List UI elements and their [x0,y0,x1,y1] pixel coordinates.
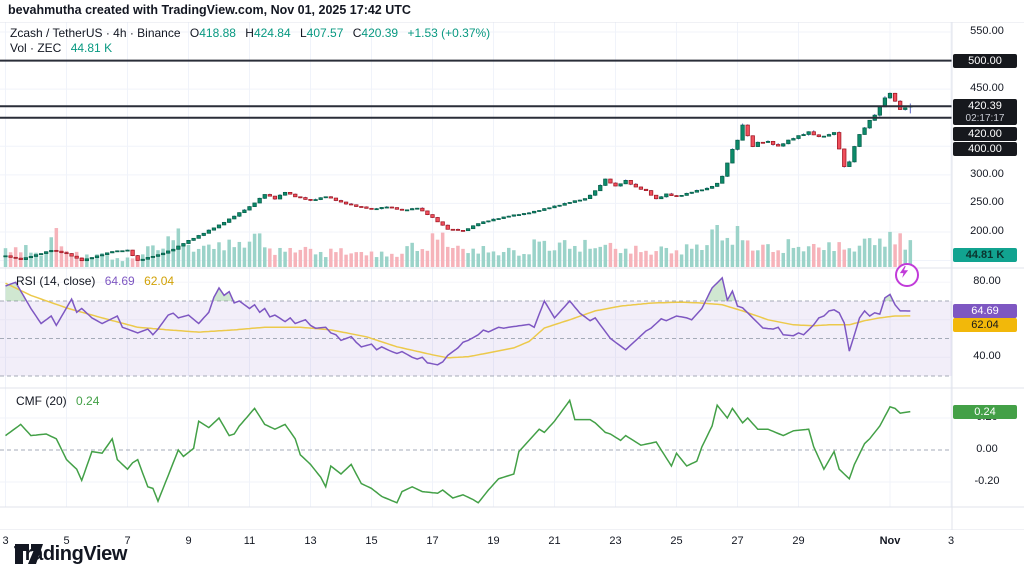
boost-flash-button[interactable] [895,263,919,287]
time-axis-label: 17 [426,535,439,547]
volume-value-badge: 44.81 K [953,248,1017,262]
cmf-value-badge: 0.24 [953,404,1017,419]
time-axis-label: 15 [365,535,378,547]
time-axis-label: 21 [548,535,561,547]
price-axis-label: 550.00 [970,25,1004,37]
time-axis-label: 25 [670,535,683,547]
price-axis-label: 200.00 [970,224,1004,237]
time-axis-label: 5 [63,535,70,547]
price-axis-label: 250.00 [970,196,1004,209]
chart-area[interactable]: Zcash / TetherUS · 4h · Binance O418.88 … [0,22,1024,547]
ohlc-change-value: +1.53 (+0.37%) [407,26,491,40]
lightning-icon [899,266,909,278]
rsi-axis-label: 80.00 [973,275,1001,288]
price-axis-label: 450.00 [970,82,1004,95]
symbol-title[interactable]: Zcash / TetherUS · 4h · Binance [10,26,181,40]
time-axis-label: 9 [185,535,192,547]
volume-legend-value: 44.81 K [70,41,113,55]
ohlc-high-label: H [245,26,254,40]
time-axis-label: 27 [731,535,744,547]
time-axis-label: 3 [947,535,955,547]
ohlc-close-value: 420.39 [361,26,399,40]
ohlc-open-value: 418.88 [199,26,236,40]
price-line-badge: 400.00 [953,142,1017,157]
ohlc-close-label: C [352,26,362,40]
ohlc-open-label: O [189,26,200,40]
time-axis-label: Nov [879,535,901,547]
rsi-axis-label: 40.00 [973,350,1001,363]
cmf-legend-value: 0.24 [76,394,100,408]
cmf-legend-title[interactable]: CMF (20) [16,394,67,408]
tradingview-logo[interactable]: TradingView [14,543,127,566]
ohlc-low-value: 407.57 [306,26,344,40]
current-price-badge: 420.39 02:17:17 [953,99,1017,126]
volume-legend-label[interactable]: Vol · ZEC [10,41,62,55]
ohlc-high-value: 424.84 [253,26,291,40]
rsi-value-badge: 64.69 [953,303,1017,318]
rsi-legend-value: 64.69 [104,274,135,288]
price-line-badge: 420.00 [953,127,1017,142]
snapshot-watermark: bevahmutha created with TradingView.com,… [8,3,411,17]
rsi-ma-value-badge: 62.04 [953,318,1017,333]
symbol-legend[interactable]: Zcash / TetherUS · 4h · Binance O418.88 … [10,26,496,40]
tradingview-glyph-icon [15,544,43,564]
countdown-timer: 02:17:17 [965,113,1005,125]
price-axis-label: 300.00 [970,167,1004,180]
cmf-legend[interactable]: CMF (20) 0.24 [16,394,105,408]
cmf-axis-label: 0.00 [976,443,998,455]
time-axis-label: 29 [792,535,805,547]
chart-canvas[interactable] [0,22,1024,530]
cmf-axis-label: -0.20 [974,475,1000,487]
tradingview-logo-text: TradingView [14,543,128,565]
time-axis-label: 19 [487,535,500,547]
time-axis-label: 13 [304,535,317,547]
time-axis-label: 23 [609,535,622,547]
time-axis-label: 3 [2,535,9,547]
volume-legend[interactable]: Vol · ZEC 44.81 K [10,41,118,55]
rsi-legend-title[interactable]: RSI (14, close) [16,274,96,288]
ohlc-low-label: L [299,26,307,40]
time-axis-label: 7 [124,535,131,547]
price-line-badge: 500.00 [953,53,1017,68]
rsi-ma-legend-value: 62.04 [144,274,175,288]
time-axis-label: 11 [243,535,256,547]
rsi-legend[interactable]: RSI (14, close) 64.69 62.04 [16,274,180,288]
